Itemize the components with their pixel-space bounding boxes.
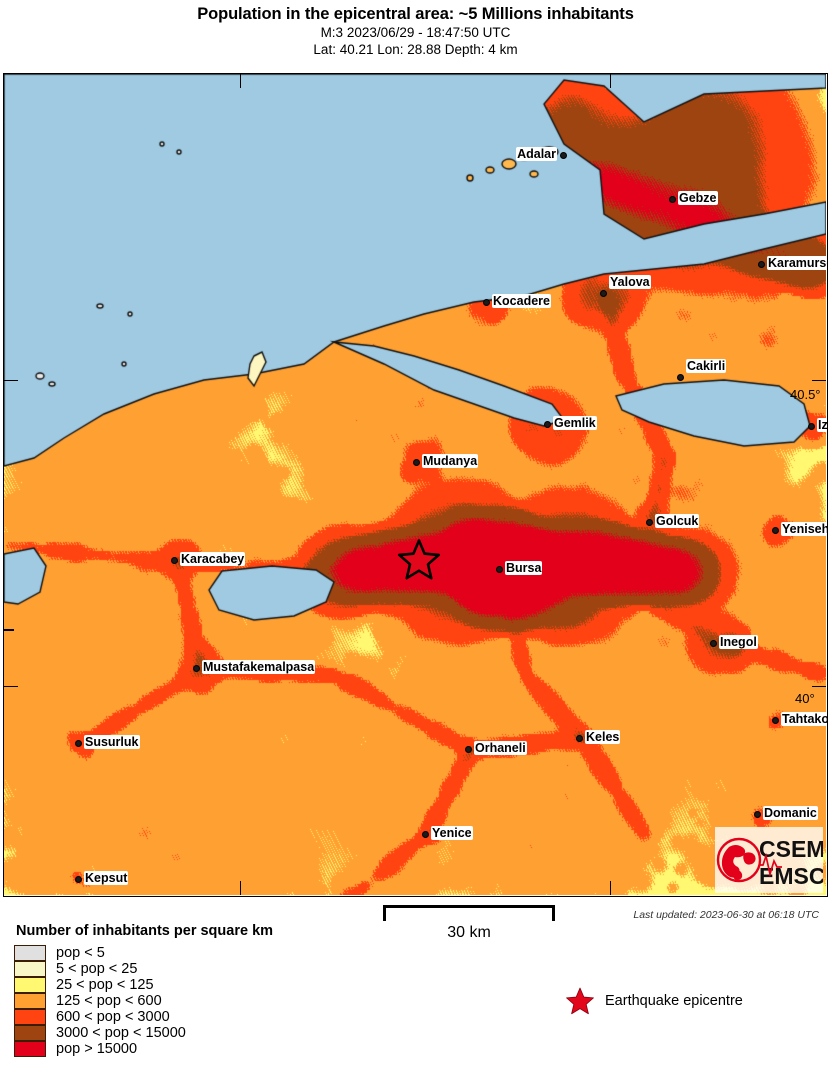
graticule-tick xyxy=(4,380,18,381)
legend-label: 5 < pop < 25 xyxy=(56,961,138,977)
population-density-map[interactable]: AdalarGebzeKaramurselYalovaKocadereCakir… xyxy=(3,73,828,897)
graticule-label: 40° xyxy=(795,691,815,706)
graticule-tick xyxy=(610,74,611,88)
legend-label: 25 < pop < 125 xyxy=(56,977,154,993)
earthquake-epicentre-marker[interactable] xyxy=(397,538,441,587)
graticule-tick xyxy=(240,881,241,895)
legend-row: 3000 < pop < 15000 xyxy=(14,1025,414,1041)
legend-swatch xyxy=(14,1025,46,1041)
csem-emsc-logo: CSEM EMSC xyxy=(715,827,825,893)
graticule-tick xyxy=(812,686,826,687)
legend-label: pop < 5 xyxy=(56,945,105,961)
graticule-tick xyxy=(610,881,611,895)
logo-line1: CSEM xyxy=(759,836,823,862)
legend-row: 125 < pop < 600 xyxy=(14,993,414,1009)
header: Population in the epicentral area: ~5 Mi… xyxy=(0,0,831,70)
graticule-tick xyxy=(4,629,14,631)
graticule-label: 40.5° xyxy=(790,387,821,402)
legend-label: 125 < pop < 600 xyxy=(56,993,162,1009)
star-icon xyxy=(397,539,441,580)
epicentre-legend-label: Earthquake epicentre xyxy=(605,993,743,1009)
legend-row: pop > 15000 xyxy=(14,1041,414,1057)
legend-swatch xyxy=(14,945,46,961)
last-updated-text: Last updated: 2023-06-30 at 06:18 UTC xyxy=(633,909,819,921)
legend-label: 3000 < pop < 15000 xyxy=(56,1025,186,1041)
legend-row: 25 < pop < 125 xyxy=(14,977,414,993)
legend-swatch xyxy=(14,961,46,977)
graticule-tick xyxy=(4,686,18,687)
legend-swatch xyxy=(14,1041,46,1057)
legend-swatch xyxy=(14,993,46,1009)
page-title: Population in the epicentral area: ~5 Mi… xyxy=(197,5,634,23)
event-location: Lat: 40.21 Lon: 28.88 Depth: 4 km xyxy=(313,42,518,57)
legend-row: pop < 5 xyxy=(14,945,414,961)
legend: Number of inhabitants per square km pop … xyxy=(14,923,414,1057)
graticule-tick xyxy=(812,380,826,381)
map-raster xyxy=(4,74,826,895)
scale-bar-label: 30 km xyxy=(447,924,491,941)
legend-swatch xyxy=(14,1009,46,1025)
legend-label: 600 < pop < 3000 xyxy=(56,1009,170,1025)
legend-row: 600 < pop < 3000 xyxy=(14,1009,414,1025)
graticule-tick xyxy=(240,74,241,88)
epicentre-legend: Earthquake epicentre xyxy=(565,986,743,1016)
event-magnitude-time: M:3 2023/06/29 - 18:47:50 UTC xyxy=(320,25,511,40)
legend-swatch xyxy=(14,977,46,993)
scale-bar-line xyxy=(383,905,555,921)
legend-title: Number of inhabitants per square km xyxy=(16,923,274,939)
legend-row: 5 < pop < 25 xyxy=(14,961,414,977)
scale-bar: 30 km xyxy=(383,905,555,947)
star-icon xyxy=(566,987,594,1015)
legend-label: pop > 15000 xyxy=(56,1041,138,1057)
